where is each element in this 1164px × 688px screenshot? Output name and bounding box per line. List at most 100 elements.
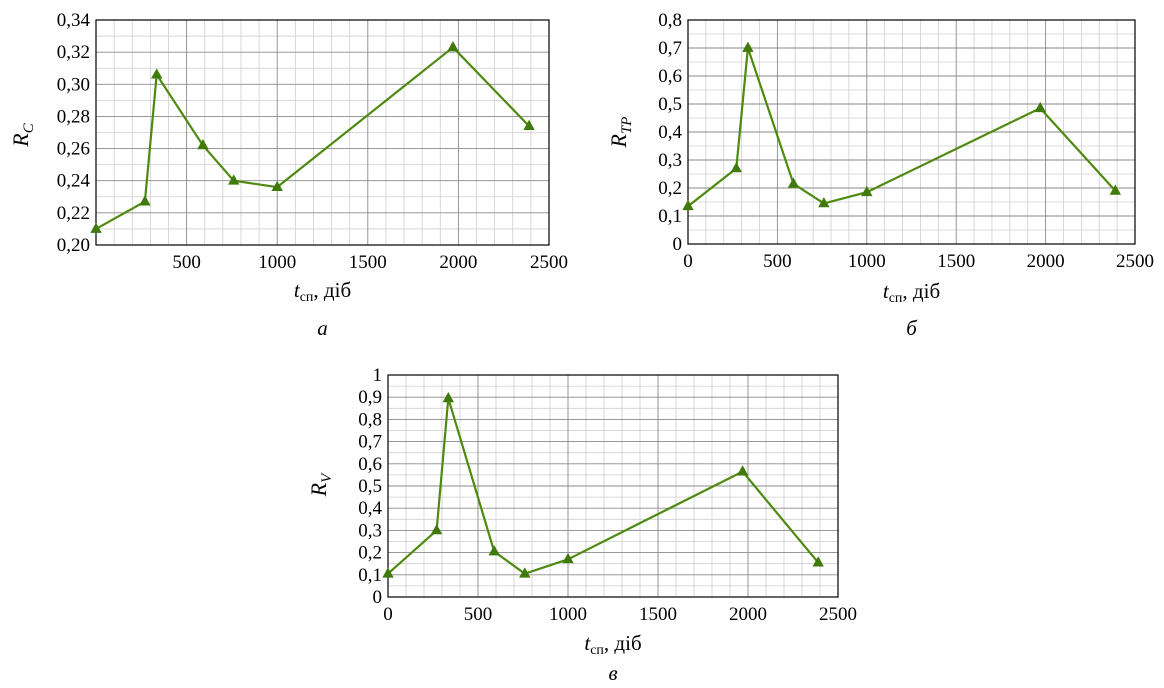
x-tick-label: 1500 <box>937 251 975 272</box>
y-tick-label: 0,24 <box>57 171 91 192</box>
data-point-marker <box>447 40 459 52</box>
data-point-marker <box>736 465 749 476</box>
x-axis-label-sub: сп <box>889 291 903 306</box>
y-tick-label: 0,5 <box>358 476 382 497</box>
data-point-marker <box>228 174 240 185</box>
x-axis-label-unit: , діб <box>902 279 940 303</box>
x-axis-label: tсп, діб <box>294 278 351 305</box>
data-point-marker <box>442 391 454 403</box>
y-tick-label: 0,28 <box>57 106 90 127</box>
x-axis-label-var: t <box>883 279 890 303</box>
series-line <box>95 46 530 230</box>
y-tick-label: 0,6 <box>658 66 682 87</box>
x-tick-label: 1500 <box>349 252 387 273</box>
y-tick-label: 0 <box>373 587 383 608</box>
data-point-marker <box>812 556 824 567</box>
y-tick-label: 0,1 <box>658 206 682 227</box>
x-tick-label: 2000 <box>439 252 477 273</box>
data-point-marker <box>562 552 574 564</box>
x-axis-label: tсп, діб <box>883 279 940 306</box>
y-axis-label-sub: TP <box>619 117 635 135</box>
x-tick-label: 0 <box>683 251 693 272</box>
plot-frame <box>387 374 839 598</box>
x-axis-label-var: t <box>294 278 301 302</box>
data-point-marker <box>90 222 102 233</box>
x-axis-label-unit: , діб <box>313 278 351 302</box>
x-tick-label: 500 <box>763 251 792 272</box>
y-axis-label-var: R <box>306 482 331 497</box>
data-point-marker <box>1109 184 1122 195</box>
y-tick-label: 0,8 <box>358 409 382 430</box>
panel-letter: в <box>608 661 617 685</box>
plot-frame <box>95 19 550 246</box>
panel-letter: а <box>317 316 328 340</box>
y-tick-label: 0,20 <box>57 235 90 256</box>
data-point-marker <box>861 185 873 197</box>
y-tick-label: 0,3 <box>358 520 382 541</box>
x-tick-label: 0 <box>383 604 393 625</box>
y-axis-label-sub: V <box>319 472 335 483</box>
y-tick-label: 0,5 <box>658 94 682 115</box>
data-point-marker <box>430 524 443 535</box>
x-axis-label-sub: сп <box>590 643 604 658</box>
y-tick-label: 0,8 <box>658 10 682 31</box>
series-line <box>387 397 820 575</box>
y-axis-label-var: R <box>8 133 33 148</box>
data-point-marker <box>151 68 163 79</box>
x-tick-label: 500 <box>464 604 493 625</box>
data-point-marker <box>818 197 830 208</box>
data-point-marker <box>742 41 754 52</box>
data-point-marker <box>523 119 535 130</box>
y-tick-label: 0,22 <box>57 203 90 224</box>
series-line <box>687 46 1117 208</box>
data-point-marker <box>139 195 151 206</box>
x-tick-label: 2500 <box>1116 251 1154 272</box>
y-tick-label: 0,2 <box>658 178 682 199</box>
y-axis-label: RV <box>306 472 335 497</box>
chart-panel-c: 0 500 1000 1500 2000 250000,10,20,30,40,50,60… <box>306 365 857 685</box>
plot-frame <box>687 19 1136 245</box>
x-axis-label-var: t <box>584 631 591 655</box>
y-tick-label: 0 <box>673 234 683 255</box>
y-tick-label: 0,1 <box>358 565 382 586</box>
y-tick-label: 0,9 <box>358 387 382 408</box>
y-tick-label: 0,34 <box>57 10 91 31</box>
x-tick-label: 1000 <box>258 252 296 273</box>
data-point-marker <box>519 567 531 578</box>
y-axis-label: RTP <box>606 117 635 149</box>
y-tick-label: 0,4 <box>358 498 382 519</box>
data-point-marker <box>271 180 283 192</box>
y-tick-label: 0,6 <box>358 454 382 475</box>
y-tick-label: 0,7 <box>358 432 382 453</box>
data-point-marker <box>382 567 394 578</box>
panel-letter: б <box>906 316 918 340</box>
y-tick-label: 0,26 <box>57 139 90 160</box>
data-point-marker <box>197 139 209 150</box>
data-point-marker <box>730 162 742 173</box>
x-tick-label: 1000 <box>549 604 587 625</box>
data-point-marker <box>787 177 800 188</box>
chart-panel-a: 500 1000 1500 2000 2500 0,20 0,22 0,24 0,26 0,28 0… <box>8 10 568 340</box>
x-axis-label: tсп, діб <box>584 631 641 658</box>
x-tick-label: 2500 <box>530 252 568 273</box>
y-tick-label: 0,32 <box>57 42 90 63</box>
x-tick-label: 1500 <box>639 604 677 625</box>
x-tick-label: 1000 <box>848 251 886 272</box>
x-tick-label: 2000 <box>729 604 767 625</box>
y-tick-label: 0,2 <box>358 543 382 564</box>
data-point-marker <box>682 199 694 211</box>
data-point-marker <box>1034 101 1046 113</box>
y-tick-label: 0,30 <box>57 74 90 95</box>
y-tick-label: 0,7 <box>658 38 682 59</box>
y-tick-label: 0,4 <box>658 122 682 143</box>
chart-panel-b: 0 500 1000 1500 2000 2500 0 0,1 0,2 0,3 0,4 0,5 0,6 0… <box>606 10 1154 340</box>
y-tick-label: 1 <box>373 365 383 386</box>
x-axis-label-sub: сп <box>300 290 314 305</box>
x-tick-label: 2000 <box>1027 251 1065 272</box>
data-point-marker <box>488 545 500 556</box>
x-axis-label-unit: , діб <box>604 631 642 655</box>
x-tick-label: 500 <box>172 252 201 273</box>
y-tick-label: 0,3 <box>658 150 682 171</box>
y-axis-label-sub: C <box>21 122 37 133</box>
